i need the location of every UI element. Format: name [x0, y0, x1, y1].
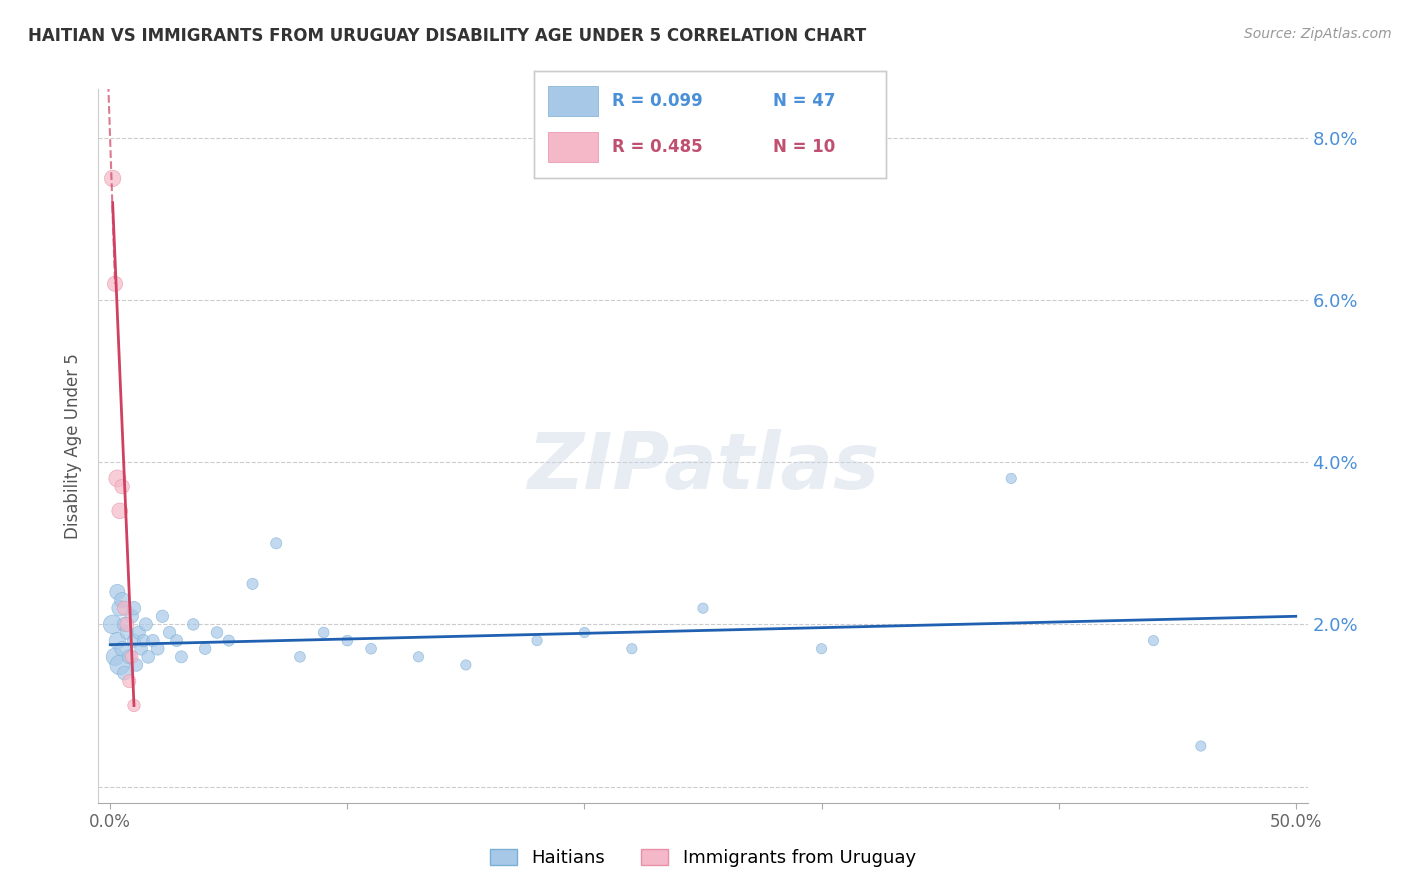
- Point: [408, 649, 430, 664]
- Point: [620, 641, 643, 656]
- Point: [118, 649, 141, 664]
- Point: [136, 649, 159, 664]
- Point: [454, 657, 477, 672]
- Point: [1189, 739, 1212, 753]
- Point: [115, 625, 138, 640]
- Point: [205, 625, 228, 640]
- Text: Source: ZipAtlas.com: Source: ZipAtlas.com: [1244, 27, 1392, 41]
- Point: [194, 641, 217, 656]
- Point: [108, 504, 131, 518]
- Point: [692, 601, 714, 615]
- Point: [114, 617, 136, 632]
- Point: [1000, 471, 1022, 485]
- Point: [360, 641, 382, 656]
- Point: [218, 633, 240, 648]
- Point: [288, 649, 311, 664]
- Point: [135, 617, 157, 632]
- Point: [104, 649, 127, 664]
- Text: R = 0.485: R = 0.485: [612, 138, 702, 156]
- Point: [111, 479, 134, 493]
- Point: [242, 577, 264, 591]
- Point: [101, 171, 124, 186]
- Text: HAITIAN VS IMMIGRANTS FROM URUGUAY DISABILITY AGE UNDER 5 CORRELATION CHART: HAITIAN VS IMMIGRANTS FROM URUGUAY DISAB…: [28, 27, 866, 45]
- Point: [1142, 633, 1164, 648]
- Point: [105, 585, 128, 599]
- Point: [108, 657, 131, 672]
- Point: [114, 601, 136, 615]
- Point: [122, 633, 145, 648]
- Point: [181, 617, 204, 632]
- Point: [105, 633, 128, 648]
- Point: [264, 536, 287, 550]
- Text: ZIPatlas: ZIPatlas: [527, 429, 879, 506]
- Point: [142, 633, 165, 648]
- Point: [114, 666, 136, 681]
- Legend: Haitians, Immigrants from Uruguay: Haitians, Immigrants from Uruguay: [482, 841, 924, 874]
- Point: [104, 277, 127, 291]
- Point: [101, 617, 124, 632]
- Bar: [548, 132, 598, 162]
- Point: [336, 633, 359, 648]
- Point: [122, 601, 145, 615]
- Point: [105, 471, 128, 485]
- Point: [108, 601, 131, 615]
- Point: [159, 625, 181, 640]
- Bar: [548, 87, 598, 116]
- Point: [111, 593, 134, 607]
- Point: [146, 641, 169, 656]
- Text: N = 47: N = 47: [773, 93, 835, 111]
- Point: [125, 657, 148, 672]
- Point: [121, 649, 143, 664]
- Point: [810, 641, 832, 656]
- Point: [111, 641, 134, 656]
- Point: [122, 698, 145, 713]
- Point: [574, 625, 596, 640]
- Point: [132, 633, 155, 648]
- Point: [128, 625, 150, 640]
- Point: [312, 625, 335, 640]
- Point: [170, 649, 193, 664]
- Text: N = 10: N = 10: [773, 138, 835, 156]
- Point: [115, 617, 138, 632]
- Point: [129, 641, 152, 656]
- Point: [166, 633, 188, 648]
- Point: [526, 633, 548, 648]
- Point: [121, 609, 143, 624]
- Point: [152, 609, 174, 624]
- Text: R = 0.099: R = 0.099: [612, 93, 703, 111]
- Point: [118, 674, 141, 689]
- Y-axis label: Disability Age Under 5: Disability Age Under 5: [65, 353, 83, 539]
